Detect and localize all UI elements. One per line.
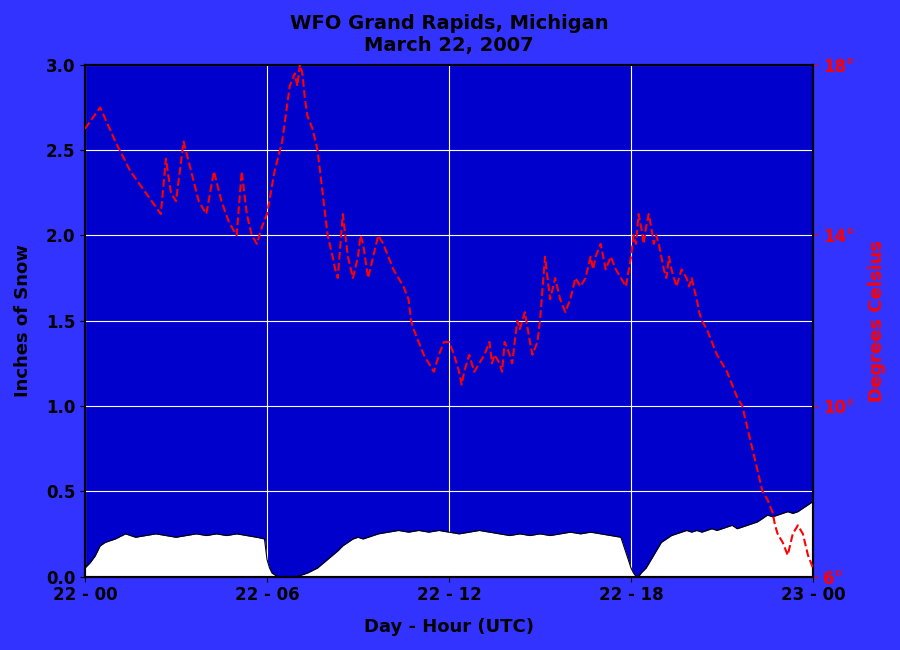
X-axis label: Day - Hour (UTC): Day - Hour (UTC) — [364, 618, 534, 636]
Title: WFO Grand Rapids, Michigan
March 22, 2007: WFO Grand Rapids, Michigan March 22, 200… — [290, 14, 608, 55]
Y-axis label: Inches of Snow: Inches of Snow — [14, 244, 32, 397]
Y-axis label: Degrees Celsius: Degrees Celsius — [868, 240, 886, 402]
